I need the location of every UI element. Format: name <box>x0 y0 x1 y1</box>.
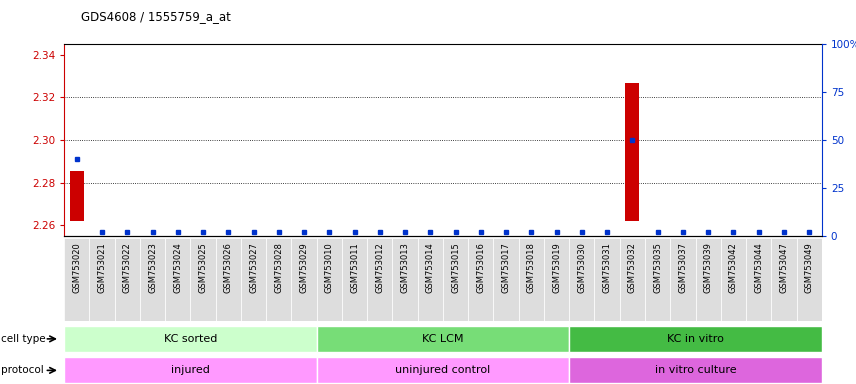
Text: GSM753026: GSM753026 <box>223 242 233 293</box>
Bar <box>519 238 544 321</box>
Text: GSM753011: GSM753011 <box>350 242 360 293</box>
Bar <box>140 238 165 321</box>
Text: GSM753014: GSM753014 <box>425 242 435 293</box>
Text: protocol: protocol <box>1 365 44 376</box>
Text: GSM753037: GSM753037 <box>678 242 687 293</box>
Bar <box>443 238 468 321</box>
Bar <box>317 238 342 321</box>
Text: GSM753021: GSM753021 <box>98 242 107 293</box>
Bar <box>165 238 190 321</box>
Bar <box>241 238 266 321</box>
Bar <box>544 238 569 321</box>
Text: GSM753015: GSM753015 <box>451 242 461 293</box>
Bar <box>645 238 670 321</box>
Text: GSM753013: GSM753013 <box>401 242 410 293</box>
Bar <box>291 238 317 321</box>
Bar <box>620 238 645 321</box>
Text: GSM753039: GSM753039 <box>704 242 713 293</box>
Text: KC sorted: KC sorted <box>163 334 217 344</box>
Bar <box>746 238 771 321</box>
Text: GSM753023: GSM753023 <box>148 242 158 293</box>
Text: GSM753044: GSM753044 <box>754 242 764 293</box>
Text: GSM753018: GSM753018 <box>526 242 536 293</box>
Text: GSM753019: GSM753019 <box>552 242 562 293</box>
Text: cell type: cell type <box>1 334 45 344</box>
Bar <box>64 326 317 352</box>
Bar <box>392 238 418 321</box>
Text: GSM753031: GSM753031 <box>603 242 612 293</box>
Bar <box>64 358 317 383</box>
Text: GDS4608 / 1555759_a_at: GDS4608 / 1555759_a_at <box>81 10 231 23</box>
Bar <box>115 238 140 321</box>
Bar <box>418 238 443 321</box>
Bar <box>190 238 216 321</box>
Text: GSM753047: GSM753047 <box>779 242 788 293</box>
Bar <box>569 238 594 321</box>
Text: GSM753030: GSM753030 <box>577 242 586 293</box>
Text: GSM753012: GSM753012 <box>375 242 384 293</box>
Text: GSM753035: GSM753035 <box>653 242 663 293</box>
Bar <box>670 238 695 321</box>
Bar <box>796 238 822 321</box>
Bar <box>342 238 367 321</box>
Text: GSM753016: GSM753016 <box>476 242 485 293</box>
Bar <box>695 238 721 321</box>
Text: injured: injured <box>171 365 210 376</box>
Bar <box>317 358 569 383</box>
Text: GSM753020: GSM753020 <box>72 242 81 293</box>
Bar <box>771 238 796 321</box>
Text: GSM753042: GSM753042 <box>728 242 738 293</box>
Bar <box>70 171 84 221</box>
Bar <box>317 326 569 352</box>
Bar <box>64 238 89 321</box>
Bar <box>493 238 519 321</box>
Text: GSM753049: GSM753049 <box>805 242 814 293</box>
Text: in vitro culture: in vitro culture <box>655 365 736 376</box>
Text: KC LCM: KC LCM <box>422 334 464 344</box>
Bar <box>569 358 822 383</box>
Text: GSM753028: GSM753028 <box>274 242 283 293</box>
Text: GSM753027: GSM753027 <box>249 242 259 293</box>
Text: uninjured control: uninjured control <box>395 365 490 376</box>
Bar <box>569 326 822 352</box>
Text: GSM753029: GSM753029 <box>300 242 309 293</box>
Bar <box>90 238 115 321</box>
Text: GSM753022: GSM753022 <box>122 242 132 293</box>
Bar <box>594 238 620 321</box>
Bar <box>468 238 493 321</box>
Bar <box>266 238 291 321</box>
Bar <box>216 238 241 321</box>
Bar <box>626 83 639 221</box>
Text: GSM753032: GSM753032 <box>627 242 637 293</box>
Text: GSM753024: GSM753024 <box>173 242 182 293</box>
Bar <box>721 238 746 321</box>
Text: KC in vitro: KC in vitro <box>667 334 724 344</box>
Bar <box>367 238 392 321</box>
Text: GSM753010: GSM753010 <box>324 242 334 293</box>
Text: GSM753025: GSM753025 <box>199 242 208 293</box>
Text: GSM753017: GSM753017 <box>502 242 511 293</box>
